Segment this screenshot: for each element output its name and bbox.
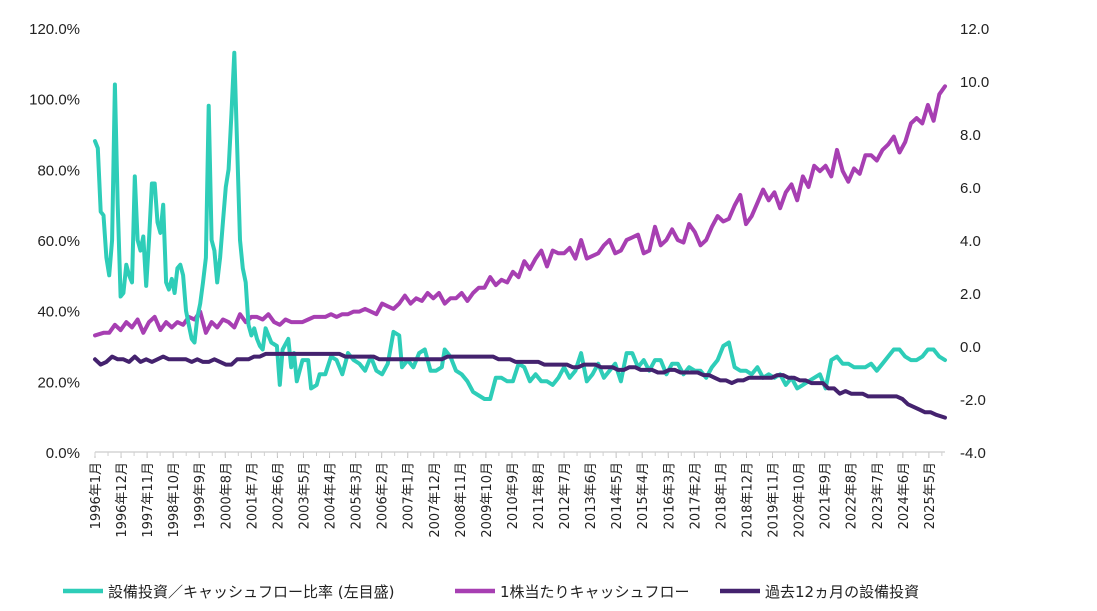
x-tick-label: 2008年11月: [454, 462, 469, 538]
x-axis: 1996年1月 1996年12月 1997年11月 1998年10月 1999年9月 20…: [89, 451, 945, 538]
x-tick-label: 2015年4月: [636, 462, 651, 529]
x-tick-label: 2014年5月: [610, 462, 625, 529]
right-tick-label: 2.0: [960, 286, 981, 303]
x-tick-label: 2024年6月: [897, 462, 912, 529]
right-axis: -4.0 -2.0 0.0 2.0 4.0 6.0 8.0 10.0 12.0: [960, 21, 989, 462]
x-tick-label: 2013年6月: [584, 462, 599, 529]
x-tick-label: 2016年3月: [662, 462, 677, 529]
x-tick-label: 2012年7月: [558, 462, 573, 529]
x-tick-label: 2018年1月: [714, 462, 729, 529]
x-tick-label: 2019年11月: [767, 462, 782, 538]
x-tick-label: 2007年1月: [402, 462, 417, 529]
right-tick-label: 8.0: [960, 127, 981, 144]
x-tick-label: 2009年10月: [480, 462, 495, 538]
x-tick-label: 2007年12月: [428, 462, 443, 538]
legend: 設備投資／キャッシュフロー比率 (左目盛) 1株当たりキャッシュフロー 過去12…: [63, 583, 919, 601]
left-tick-label: 40.0%: [37, 304, 80, 321]
x-tick-label: 1997年11月: [141, 462, 156, 538]
x-tick-label: 2011年8月: [532, 462, 547, 529]
legend-item-capex-12m: 過去12ヵ月の設備投資: [720, 583, 919, 601]
legend-label-capex-12m: 過去12ヵ月の設備投資: [765, 583, 919, 601]
right-tick-label: 6.0: [960, 180, 981, 197]
right-tick-label: 12.0: [960, 21, 989, 38]
right-tick-label: 4.0: [960, 233, 981, 250]
x-tick-label: 2003年5月: [297, 462, 312, 529]
right-tick-label: 10.0: [960, 74, 989, 91]
x-tick-label: 2017年2月: [688, 462, 703, 529]
right-tick-label: -4.0: [960, 445, 986, 462]
x-tick-label: 2022年8月: [845, 462, 860, 529]
x-tick-label: 1999年9月: [193, 462, 208, 529]
right-tick-label: 0.0: [960, 339, 981, 356]
x-tick-label: 2002年6月: [271, 462, 286, 529]
series-line-0: [93, 50, 947, 401]
right-tick-label: -2.0: [960, 392, 986, 409]
plot-area: [93, 50, 947, 420]
x-tick-label: 2020年10月: [793, 462, 808, 538]
x-tick-label: 2018年12月: [740, 462, 755, 538]
x-tick-label: 2006年2月: [376, 462, 391, 529]
series-line-2: [93, 351, 947, 420]
legend-label-cfps: 1株当たりキャッシュフロー: [500, 583, 690, 601]
x-tick-label: 2000年8月: [219, 462, 234, 529]
left-tick-label: 80.0%: [37, 162, 80, 179]
x-tick-label: 2004年4月: [324, 462, 339, 529]
series-line-1: [93, 84, 947, 338]
x-tick-label: 2010年9月: [506, 462, 521, 529]
x-tick-label: 2005年3月: [350, 462, 365, 529]
left-axis: 0.0% 20.0% 40.0% 60.0% 80.0% 100.0% 120.0%: [29, 21, 80, 462]
x-tick-label: 1996年12月: [115, 462, 130, 538]
legend-item-cfps: 1株当たりキャッシュフロー: [455, 583, 690, 601]
legend-item-capex-ratio: 設備投資／キャッシュフロー比率 (左目盛): [63, 583, 394, 601]
left-tick-label: 20.0%: [37, 374, 80, 391]
left-tick-label: 120.0%: [29, 21, 80, 38]
left-tick-label: 100.0%: [29, 92, 80, 109]
x-tick-label: 2001年7月: [245, 462, 260, 529]
x-tick-label: 2023年7月: [871, 462, 886, 529]
legend-label-capex-ratio: 設備投資／キャッシュフロー比率 (左目盛): [108, 583, 394, 601]
x-tick-label: 2025年5月: [923, 462, 938, 529]
x-tick-label: 2021年9月: [819, 462, 834, 529]
x-tick-label: 1998年10月: [167, 462, 182, 538]
x-tick-label: 1996年1月: [89, 462, 104, 529]
left-tick-label: 60.0%: [37, 233, 80, 250]
left-tick-label: 0.0%: [46, 445, 80, 462]
